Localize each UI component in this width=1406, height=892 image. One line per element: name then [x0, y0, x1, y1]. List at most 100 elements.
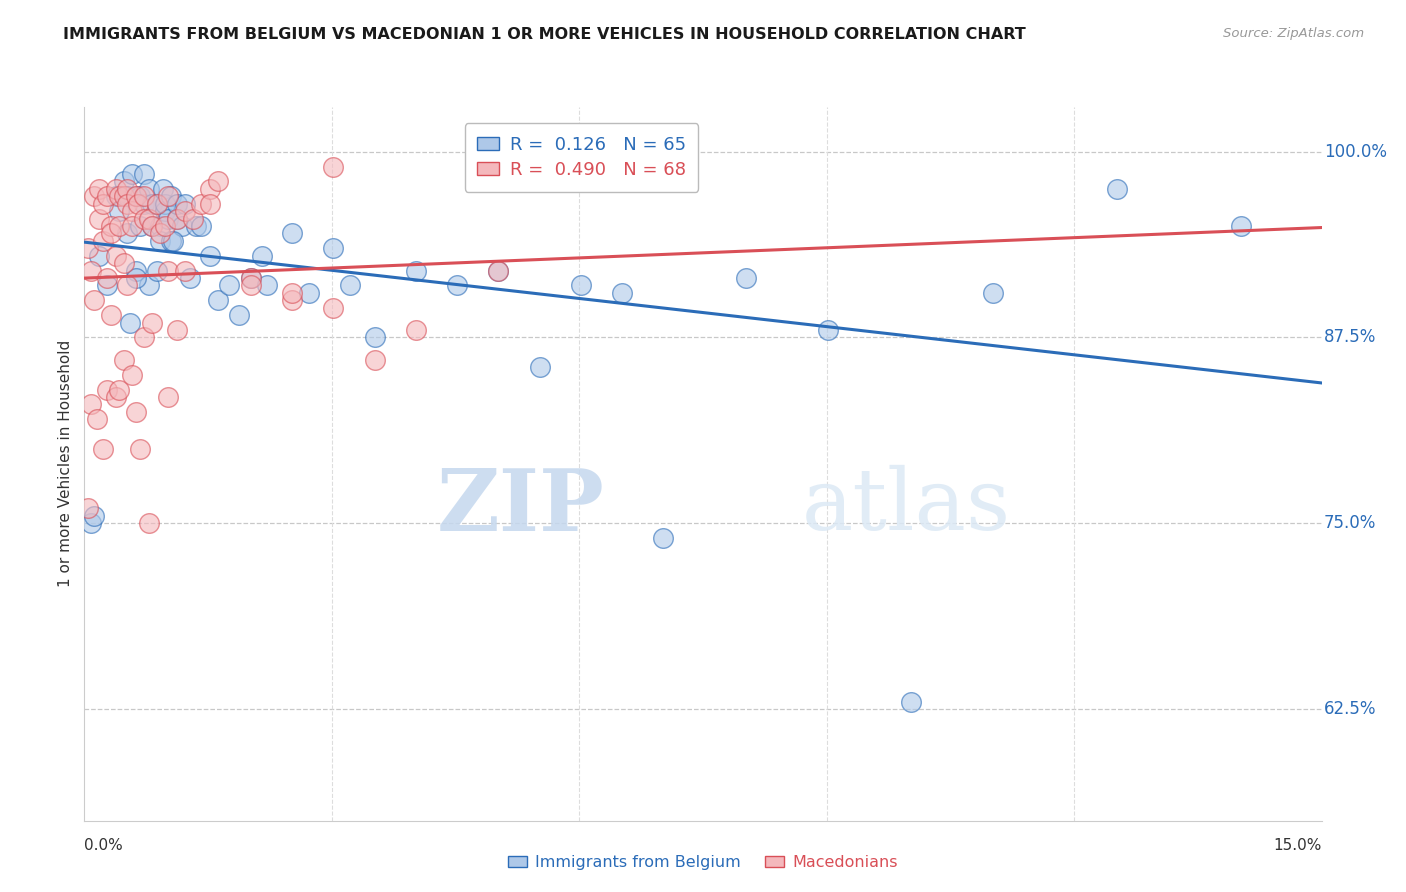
Point	[121, 167, 143, 181]
Point	[83, 508, 105, 523]
Point	[339, 278, 361, 293]
Text: 75.0%: 75.0%	[1324, 515, 1376, 533]
Point	[569, 278, 592, 293]
Point	[240, 278, 263, 293]
Point	[281, 227, 304, 241]
Point	[124, 271, 146, 285]
Point	[96, 278, 118, 293]
Point	[166, 196, 188, 211]
Point	[108, 219, 131, 233]
Point	[322, 160, 344, 174]
Point	[160, 189, 183, 203]
Text: atlas: atlas	[801, 465, 1011, 549]
Point	[157, 211, 180, 226]
Point	[446, 278, 468, 293]
Point	[138, 516, 160, 531]
Point	[146, 196, 169, 211]
Point	[129, 189, 152, 203]
Point	[117, 227, 139, 241]
Point	[76, 241, 98, 255]
Point	[364, 330, 387, 344]
Point	[124, 263, 146, 277]
Point	[817, 323, 839, 337]
Point	[281, 293, 304, 308]
Point	[149, 227, 172, 241]
Point	[117, 278, 139, 293]
Point	[129, 442, 152, 456]
Point	[141, 219, 163, 233]
Point	[184, 219, 207, 233]
Point	[80, 263, 103, 277]
Point	[129, 219, 152, 233]
Point	[96, 383, 118, 397]
Point	[124, 405, 146, 419]
Point	[166, 211, 188, 226]
Point	[322, 301, 344, 315]
Point	[117, 189, 139, 203]
Text: 15.0%: 15.0%	[1274, 838, 1322, 854]
Point	[179, 271, 201, 285]
Point	[207, 293, 229, 308]
Point	[104, 390, 127, 404]
Point	[153, 204, 176, 219]
Point	[149, 234, 172, 248]
Text: 62.5%: 62.5%	[1324, 700, 1376, 718]
Point	[132, 189, 155, 203]
Point	[149, 219, 172, 233]
Point	[652, 531, 675, 545]
Point	[124, 189, 146, 203]
Point	[152, 182, 174, 196]
Point	[198, 182, 221, 196]
Point	[89, 182, 111, 196]
Point	[198, 249, 221, 263]
Point	[160, 234, 183, 248]
Point	[364, 352, 387, 367]
Point	[1230, 219, 1253, 233]
Point	[117, 182, 139, 196]
Point	[89, 211, 111, 226]
Point	[121, 219, 143, 233]
Point	[108, 383, 131, 397]
Point	[117, 196, 139, 211]
Point	[112, 352, 135, 367]
Point	[112, 256, 135, 270]
Text: Source: ZipAtlas.com: Source: ZipAtlas.com	[1223, 27, 1364, 40]
Point	[112, 189, 135, 203]
Point	[281, 285, 304, 300]
Point	[141, 196, 163, 211]
Point	[91, 234, 114, 248]
Point	[86, 412, 108, 426]
Text: 87.5%: 87.5%	[1324, 328, 1376, 346]
Point	[132, 211, 155, 226]
Point	[190, 219, 212, 233]
Point	[250, 249, 273, 263]
Point	[83, 189, 105, 203]
Point	[104, 189, 127, 203]
Point	[132, 330, 155, 344]
Point	[89, 249, 111, 263]
Point	[121, 204, 143, 219]
Point	[104, 182, 127, 196]
Point	[157, 189, 180, 203]
Point	[166, 211, 188, 226]
Y-axis label: 1 or more Vehicles in Household: 1 or more Vehicles in Household	[58, 340, 73, 588]
Point	[157, 390, 180, 404]
Point	[83, 293, 105, 308]
Point	[405, 323, 427, 337]
Point	[124, 189, 146, 203]
Point	[170, 219, 193, 233]
Point	[146, 263, 169, 277]
Legend: Immigrants from Belgium, Macedonians: Immigrants from Belgium, Macedonians	[502, 849, 904, 877]
Point	[153, 196, 176, 211]
Point	[174, 196, 197, 211]
Point	[121, 368, 143, 382]
Point	[228, 308, 250, 322]
Point	[96, 189, 118, 203]
Point	[153, 219, 176, 233]
Point	[76, 501, 98, 516]
Point	[104, 249, 127, 263]
Text: 100.0%: 100.0%	[1324, 143, 1388, 161]
Point	[141, 316, 163, 330]
Point	[529, 360, 551, 375]
Point	[138, 278, 160, 293]
